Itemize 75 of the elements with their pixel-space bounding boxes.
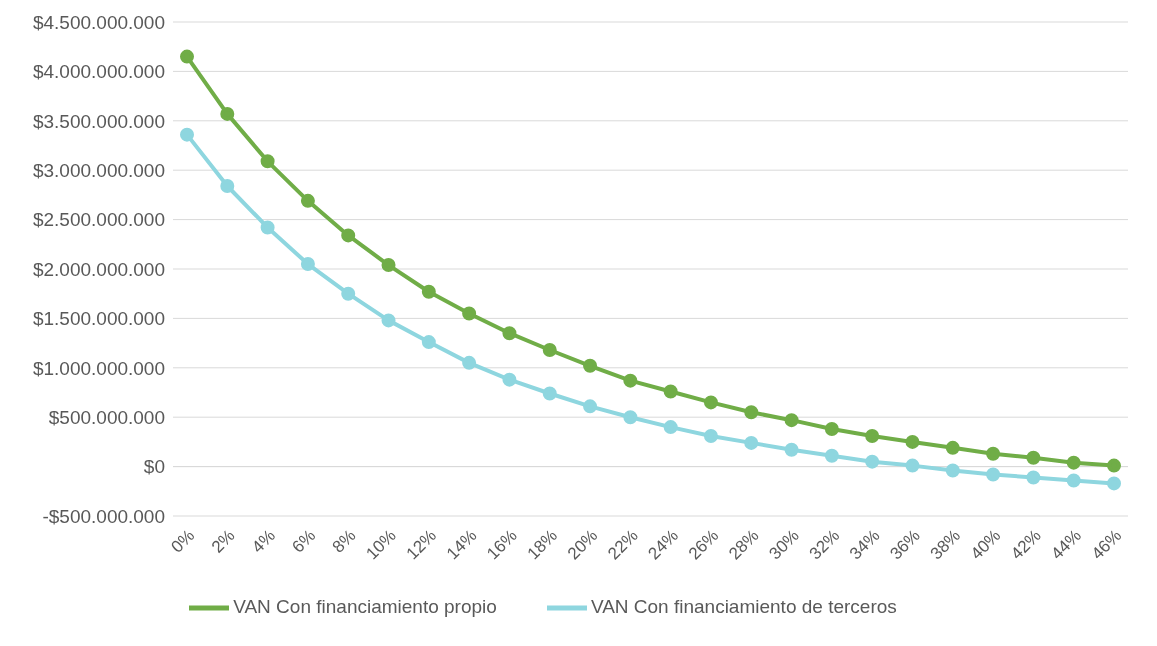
point — [1066, 455, 1081, 470]
point — [341, 228, 356, 243]
point — [905, 458, 920, 473]
point — [180, 49, 194, 64]
point — [1026, 450, 1041, 465]
point — [260, 154, 275, 169]
y-tick-label: -$500.000.000 — [42, 505, 165, 527]
point — [583, 358, 598, 373]
point — [542, 343, 557, 358]
point — [300, 193, 315, 208]
point — [945, 463, 960, 478]
x-tick-label: 36% — [886, 525, 924, 564]
point — [986, 467, 1001, 482]
x-tick-label: 40% — [966, 525, 1005, 564]
point — [623, 373, 638, 388]
point — [945, 440, 960, 455]
x-tick-label: 34% — [845, 525, 884, 564]
point — [663, 420, 678, 435]
y-tick-label: $3.000.000.000 — [32, 159, 165, 181]
x-tick-label: 6% — [288, 525, 320, 557]
point — [381, 313, 396, 328]
point — [180, 127, 194, 142]
x-tick-label: 2% — [207, 525, 239, 557]
point — [784, 442, 799, 457]
y-tick-label: $0 — [143, 456, 165, 478]
point — [1107, 476, 1121, 491]
point — [744, 405, 759, 420]
legend-label: VAN Con financiamiento propio — [233, 596, 497, 618]
y-tick-label: $4.500.000.000 — [32, 11, 165, 33]
x-tick-label: 46% — [1087, 525, 1126, 564]
y-tick-label: $4.000.000.000 — [32, 61, 165, 83]
point — [462, 306, 477, 321]
point — [583, 399, 598, 414]
point — [703, 395, 718, 410]
point — [462, 355, 477, 370]
point — [744, 435, 759, 450]
point — [623, 410, 638, 425]
point — [502, 372, 517, 387]
point — [542, 386, 557, 401]
point — [905, 434, 920, 449]
point — [220, 179, 235, 194]
point — [784, 413, 799, 428]
point — [381, 258, 396, 273]
point — [421, 335, 436, 350]
point — [220, 106, 235, 121]
y-tick-label: $1.500.000.000 — [32, 308, 165, 330]
y-tick-label: $3.500.000.000 — [32, 110, 165, 132]
x-tick-label: 4% — [248, 525, 279, 557]
y-tick-label: $2.000.000.000 — [32, 258, 165, 280]
y-tick-label: $2.500.000.000 — [32, 209, 165, 231]
x-tick-label: 0% — [167, 525, 199, 557]
point — [824, 448, 839, 463]
point — [824, 422, 839, 437]
y-tick-label: $500.000.000 — [48, 406, 165, 428]
point — [1107, 458, 1121, 473]
point — [986, 446, 1001, 461]
legend-label: VAN Con financiamiento de terceros — [590, 596, 897, 618]
x-tick-label: 38% — [926, 525, 965, 564]
point — [260, 220, 275, 235]
x-tick-label: 42% — [1007, 525, 1045, 564]
x-tick-label: 32% — [805, 525, 844, 564]
point — [663, 384, 678, 399]
point — [502, 326, 517, 341]
point — [300, 257, 315, 272]
point — [421, 284, 436, 299]
point — [865, 454, 880, 469]
y-tick-label: $1.000.000.000 — [32, 357, 165, 379]
point — [703, 428, 718, 443]
x-tick-label: 44% — [1047, 525, 1086, 564]
point — [865, 428, 880, 443]
x-tick-label: 8% — [328, 525, 360, 557]
point — [1066, 473, 1081, 488]
x-tick-label: 30% — [765, 525, 803, 564]
point — [1026, 470, 1041, 485]
point — [341, 286, 356, 301]
